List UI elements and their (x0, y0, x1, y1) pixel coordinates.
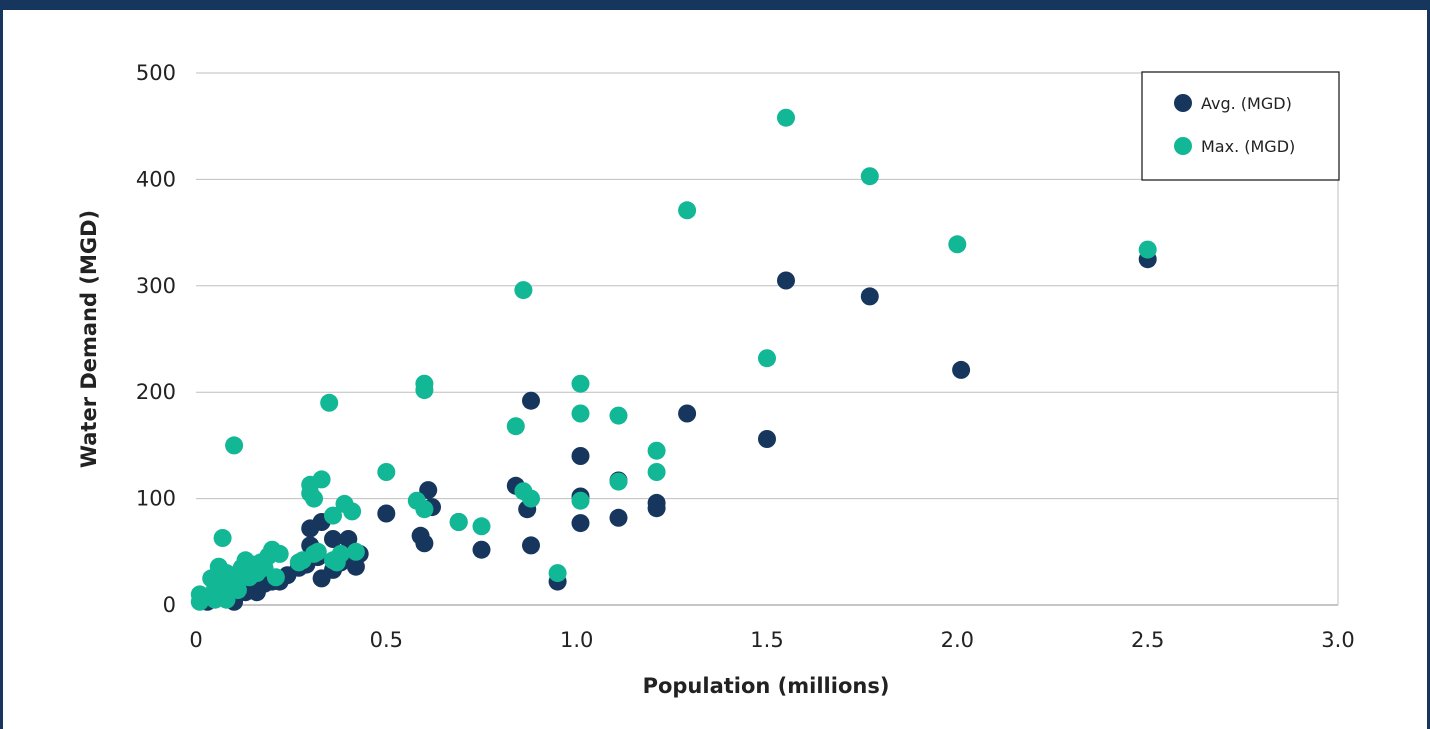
point-max (948, 235, 967, 254)
point-avg (647, 499, 666, 518)
point-max (270, 544, 289, 563)
x-tick-label: 1.5 (750, 628, 783, 652)
x-tick-label: 1.0 (560, 628, 593, 652)
point-max (1138, 240, 1157, 259)
point-max (225, 436, 244, 455)
point-max (678, 201, 697, 220)
y-tick-label: 100 (136, 487, 176, 511)
legend-label-max: Max. (MGD) (1201, 137, 1295, 156)
point-avg (324, 530, 342, 548)
point-max (647, 463, 666, 481)
point-max (609, 472, 628, 491)
y-tick-label: 400 (136, 167, 176, 191)
point-max (320, 393, 339, 412)
point-avg (571, 447, 590, 465)
point-max (331, 544, 350, 563)
x-tick-label: 3.0 (1321, 628, 1354, 652)
point-max (308, 542, 327, 561)
point-avg (571, 514, 590, 533)
point-max (324, 506, 342, 525)
point-max (415, 374, 434, 393)
y-tick-label: 500 (136, 61, 176, 85)
x-tick-label: 2.0 (941, 628, 974, 652)
legend-box (1141, 71, 1340, 181)
point-avg (419, 481, 438, 500)
point-avg (777, 271, 795, 290)
x-tick-label: 0.5 (370, 628, 403, 652)
point-max (777, 108, 795, 127)
legend: Avg. (MGD) Max. (MGD) (1141, 71, 1340, 181)
point-avg (860, 287, 879, 306)
point-max (377, 463, 396, 481)
tick-labels: 0 100 200 300 400 500 0 0.5 1.0 1.5 2.0 2.5 3.0 (136, 61, 1355, 652)
point-max (571, 374, 590, 393)
point-max (449, 513, 468, 531)
point-avg (758, 430, 776, 448)
point-max (472, 517, 491, 536)
point-max (346, 542, 365, 561)
x-tick-label: 2.5 (1131, 628, 1164, 652)
point-max (506, 417, 525, 436)
x-tick-label: 0 (189, 628, 202, 652)
point-max (548, 564, 567, 583)
point-avg (952, 360, 971, 379)
point-max (647, 441, 666, 460)
point-avg (415, 534, 434, 553)
y-tick-label: 0 (163, 593, 176, 617)
point-max (343, 502, 362, 521)
data-points (190, 108, 1157, 611)
y-tick-label: 300 (136, 274, 176, 298)
point-max (228, 581, 247, 600)
x-axis-title: Population (millions) (643, 674, 890, 698)
legend-marker-avg (1174, 94, 1192, 112)
y-axis-title: Water Demand (MGD) (77, 210, 101, 468)
point-max (213, 529, 232, 547)
point-max (609, 406, 628, 425)
point-max (758, 349, 776, 368)
point-avg (522, 391, 540, 410)
point-max (571, 491, 590, 510)
legend-label-avg: Avg. (MGD) (1201, 94, 1292, 113)
point-avg (377, 504, 396, 523)
point-max (266, 568, 285, 587)
point-avg (472, 540, 491, 559)
point-max (514, 281, 533, 300)
point-avg (609, 508, 628, 527)
y-tick-label: 200 (136, 380, 176, 404)
point-max (305, 489, 323, 508)
legend-marker-max (1174, 137, 1192, 155)
point-max (522, 489, 540, 508)
point-max (415, 500, 434, 519)
point-max (571, 404, 590, 423)
point-max (860, 167, 879, 186)
point-avg (678, 404, 697, 423)
point-max (312, 470, 331, 489)
point-avg (522, 536, 540, 555)
